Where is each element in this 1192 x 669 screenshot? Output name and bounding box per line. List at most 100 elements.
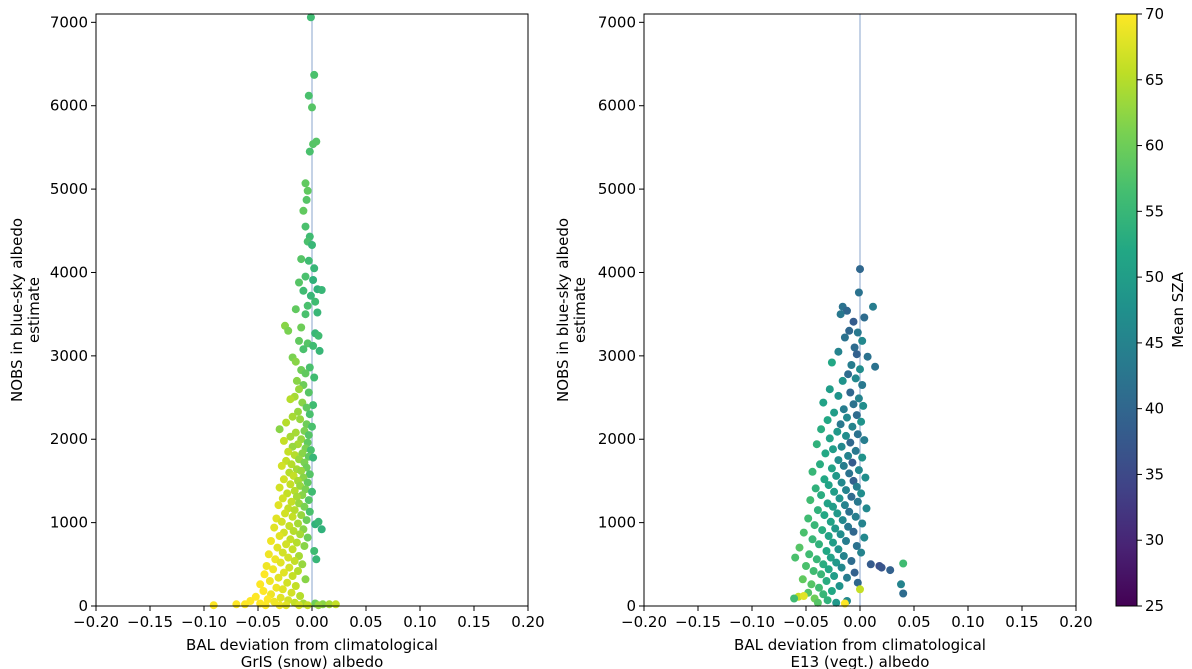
scatter-point bbox=[241, 600, 249, 609]
colorbar-tick-label: 25 bbox=[1145, 597, 1164, 615]
scatter-point bbox=[851, 446, 860, 455]
colorbar-tick-label: 30 bbox=[1145, 531, 1164, 549]
scatter-point bbox=[860, 313, 869, 322]
scatter-point bbox=[306, 291, 315, 300]
scatter-point bbox=[827, 587, 836, 595]
scatter-point bbox=[849, 400, 858, 409]
scatter-point bbox=[827, 464, 836, 473]
scatter-point bbox=[848, 422, 857, 431]
scatter-point bbox=[897, 580, 905, 589]
scatter-point bbox=[301, 179, 310, 188]
scatter-point bbox=[284, 447, 293, 456]
scatter-point bbox=[277, 517, 286, 526]
scatter-point bbox=[259, 587, 268, 595]
y-tick-label: 1000 bbox=[598, 514, 636, 532]
scatter-point bbox=[275, 483, 284, 492]
scatter-point bbox=[304, 388, 313, 397]
scatter-point bbox=[301, 222, 310, 231]
scatter-point bbox=[297, 511, 306, 520]
scatter-point bbox=[261, 601, 270, 610]
scatter-point bbox=[310, 547, 319, 555]
scatter-point bbox=[292, 376, 301, 385]
scatter-point bbox=[306, 13, 315, 22]
scatter-point bbox=[853, 578, 862, 587]
scatter-point bbox=[849, 317, 858, 326]
x-axis-label: BAL deviation from climatological bbox=[186, 636, 438, 654]
scatter-point bbox=[303, 533, 312, 542]
scatter-point bbox=[817, 570, 826, 579]
scatter-point bbox=[305, 410, 314, 419]
x-axis-label: E13 (vegt.) albedo bbox=[791, 653, 930, 669]
scatter-point bbox=[799, 592, 808, 600]
scatter-point bbox=[799, 528, 808, 537]
scatter-point bbox=[300, 502, 309, 511]
x-tick-label: −0.15 bbox=[675, 613, 721, 631]
scatter-point bbox=[288, 412, 297, 421]
scatter-point bbox=[858, 336, 867, 345]
scatter-point bbox=[315, 346, 324, 355]
scatter-point bbox=[287, 497, 296, 506]
scatter-point bbox=[296, 415, 305, 424]
scatter-point bbox=[850, 343, 859, 352]
scatter-point bbox=[331, 600, 340, 609]
scatter-point bbox=[302, 195, 311, 204]
scatter-point bbox=[310, 373, 319, 382]
scatter-point bbox=[834, 545, 843, 554]
scatter-point bbox=[295, 336, 303, 345]
scatter-point bbox=[294, 519, 302, 528]
scatter-point bbox=[299, 206, 308, 215]
scatter-point bbox=[283, 578, 292, 587]
scatter-point bbox=[279, 436, 288, 445]
scatter-point bbox=[317, 286, 326, 294]
scatter-point bbox=[272, 583, 281, 592]
scatter-point bbox=[820, 475, 829, 484]
colorbar-tick-label: 50 bbox=[1145, 268, 1164, 286]
colorbar-tick-label: 35 bbox=[1145, 465, 1164, 483]
y-tick-label: 0 bbox=[78, 597, 88, 615]
scatter-point bbox=[808, 467, 817, 476]
scatter-point bbox=[839, 405, 848, 414]
scatter-point bbox=[278, 585, 287, 594]
scatter-point bbox=[301, 369, 310, 378]
scatter-point bbox=[824, 565, 833, 574]
y-tick-label: 5000 bbox=[50, 180, 88, 198]
scatter-point bbox=[829, 445, 837, 454]
y-axis-label: estimate bbox=[571, 277, 589, 343]
scatter-point bbox=[830, 487, 839, 496]
y-tick-label: 6000 bbox=[50, 97, 88, 115]
scatter-point bbox=[863, 352, 872, 361]
scatter-point bbox=[274, 501, 283, 510]
colorbar-tick-label: 55 bbox=[1145, 202, 1164, 220]
scatter-point bbox=[288, 545, 297, 554]
scatter-point bbox=[281, 509, 289, 518]
y-tick-label: 5000 bbox=[598, 180, 636, 198]
scatter-point bbox=[805, 550, 814, 559]
scatter-point bbox=[802, 562, 810, 570]
x-tick-label: 0.10 bbox=[403, 613, 436, 631]
scatter-point bbox=[856, 265, 864, 274]
scatter-point bbox=[308, 422, 316, 431]
scatter-point bbox=[844, 370, 853, 379]
scatter-point bbox=[301, 575, 310, 584]
y-tick-label: 6000 bbox=[598, 97, 636, 115]
scatter-point bbox=[798, 575, 807, 584]
scatter-point bbox=[282, 540, 291, 549]
x-tick-label: −0.10 bbox=[729, 613, 775, 631]
scatter-point bbox=[290, 506, 299, 515]
scatter-point bbox=[854, 394, 863, 403]
scatter-point bbox=[288, 512, 297, 521]
scatter-point bbox=[813, 506, 822, 515]
x-tick-label: 0.15 bbox=[457, 613, 490, 631]
scatter-point bbox=[806, 496, 815, 505]
scatter-point bbox=[833, 509, 842, 518]
scatter-point bbox=[845, 326, 854, 335]
scatter-point bbox=[269, 565, 278, 574]
scatter-point bbox=[809, 567, 818, 575]
scatter-point bbox=[291, 357, 300, 366]
scatter-point bbox=[854, 288, 863, 297]
scatter-point bbox=[309, 401, 318, 410]
scatter-point bbox=[301, 310, 310, 319]
scatter-point bbox=[309, 453, 318, 462]
scatter-point bbox=[811, 484, 820, 493]
scatter-point bbox=[866, 560, 875, 569]
